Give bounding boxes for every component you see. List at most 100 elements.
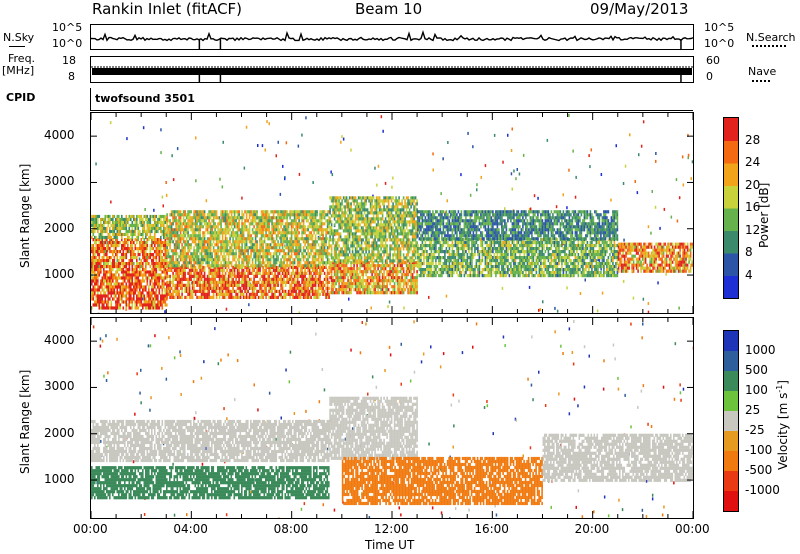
heatmap-cell bbox=[148, 297, 150, 301]
heatmap-cell bbox=[217, 292, 219, 296]
heatmap-cell bbox=[157, 244, 159, 248]
heatmap-cell bbox=[164, 253, 167, 257]
heatmap-cell bbox=[323, 216, 326, 220]
heatmap-cell bbox=[277, 295, 279, 299]
heatmap-cell bbox=[181, 243, 183, 247]
heatmap-cell bbox=[169, 234, 171, 238]
heatmap-cell bbox=[248, 286, 251, 290]
heatmap-cell bbox=[160, 250, 162, 254]
heatmap-cell bbox=[239, 240, 242, 244]
heatmap-cell bbox=[194, 252, 197, 256]
heatmap-cell bbox=[113, 306, 116, 310]
heatmap-cell bbox=[383, 270, 385, 274]
heatmap-cell bbox=[305, 237, 308, 241]
heatmap-cell bbox=[152, 247, 155, 251]
heatmap-cell bbox=[278, 246, 281, 250]
heatmap-cell bbox=[152, 259, 155, 263]
heatmap-cell bbox=[113, 285, 116, 289]
heatmap-cell bbox=[272, 264, 275, 268]
heatmap-cell bbox=[230, 225, 233, 229]
heatmap-cell bbox=[317, 231, 320, 235]
heatmap-cell bbox=[308, 280, 311, 284]
heatmap-cell bbox=[112, 232, 114, 237]
heatmap-cell bbox=[209, 231, 212, 235]
heatmap-cell bbox=[335, 199, 337, 203]
heatmap-cell bbox=[260, 286, 263, 290]
heatmap-cell bbox=[145, 229, 147, 234]
heatmap-cell bbox=[286, 274, 288, 278]
heatmap-cell bbox=[280, 277, 282, 281]
heatmap-cell bbox=[125, 294, 128, 298]
heatmap-cell bbox=[188, 295, 191, 299]
heatmap-cell bbox=[304, 292, 306, 296]
heatmap-cell bbox=[227, 280, 230, 284]
heatmap-cell bbox=[396, 264, 399, 268]
heatmap-cell bbox=[148, 306, 150, 310]
heatmap-cell bbox=[173, 286, 176, 290]
heatmap-cell bbox=[208, 274, 210, 278]
heatmap-cell bbox=[163, 247, 165, 251]
heatmap-cell bbox=[107, 300, 110, 304]
heatmap-cell bbox=[342, 264, 345, 268]
heatmap-cell bbox=[238, 210, 240, 214]
heatmap-cell bbox=[113, 232, 116, 237]
heatmap-cell bbox=[155, 279, 158, 283]
heatmap-cell bbox=[113, 291, 116, 295]
heatmap-cell bbox=[221, 231, 224, 235]
heatmap-cell bbox=[314, 280, 317, 284]
heatmap-cell bbox=[100, 294, 102, 298]
heatmap-cell bbox=[230, 283, 233, 287]
heatmap-cell bbox=[151, 279, 153, 283]
heatmap-cell bbox=[316, 210, 318, 214]
heatmap-cell bbox=[314, 240, 317, 244]
heatmap-cell bbox=[317, 274, 320, 278]
heatmap-cell bbox=[160, 235, 162, 240]
heatmap-cell bbox=[152, 276, 155, 280]
heatmap-cell bbox=[152, 273, 155, 277]
heatmap-cell bbox=[208, 210, 210, 214]
heatmap-cell bbox=[215, 283, 218, 287]
heatmap-cell bbox=[386, 264, 388, 268]
heatmap-cell bbox=[125, 270, 128, 274]
heatmap-cell bbox=[323, 249, 326, 253]
heatmap-noise-cell bbox=[687, 156, 689, 160]
heatmap-cell bbox=[295, 240, 297, 244]
heatmap-noise-cell bbox=[153, 208, 155, 212]
heatmap-cell bbox=[202, 258, 204, 262]
heatmap-cell bbox=[122, 220, 125, 225]
heatmap-cell bbox=[329, 276, 331, 280]
heatmap-noise-cell bbox=[655, 159, 657, 163]
heatmap-cell bbox=[338, 202, 340, 206]
heatmap-noise-cell bbox=[655, 152, 657, 155]
heatmap-cell bbox=[347, 285, 349, 289]
heatmap-cell bbox=[413, 285, 415, 289]
heatmap-cell bbox=[262, 252, 264, 256]
heatmap-cell bbox=[226, 261, 228, 265]
heatmap-cell bbox=[332, 235, 334, 239]
heatmap-cell bbox=[131, 226, 134, 231]
heatmap-cell bbox=[118, 232, 120, 237]
heatmap-cell bbox=[332, 288, 334, 292]
heatmap-noise-cell bbox=[298, 172, 301, 176]
heatmap-cell bbox=[194, 292, 197, 296]
heatmap-cell bbox=[110, 270, 113, 274]
heatmap-cell bbox=[136, 273, 138, 277]
heatmap-cell bbox=[155, 223, 158, 228]
heatmap-cell bbox=[230, 280, 233, 284]
heatmap-noise-cell bbox=[340, 140, 342, 144]
heatmap-cell bbox=[390, 279, 393, 283]
heatmap-cell bbox=[149, 217, 152, 222]
heatmap-cell bbox=[256, 222, 258, 226]
heatmap-cell bbox=[115, 300, 117, 304]
heatmap-cell bbox=[263, 264, 266, 268]
heatmap-cell bbox=[292, 258, 294, 262]
heatmap-cell bbox=[97, 294, 99, 298]
heatmap-cell bbox=[413, 261, 415, 265]
heatmap-cell bbox=[134, 276, 137, 280]
heatmap-cell bbox=[182, 228, 185, 232]
heatmap-cell bbox=[143, 300, 146, 304]
heatmap-cell bbox=[299, 243, 302, 247]
heatmap-cell bbox=[137, 270, 140, 274]
heatmap-cell bbox=[101, 282, 104, 286]
heatmap-cell bbox=[199, 268, 201, 272]
